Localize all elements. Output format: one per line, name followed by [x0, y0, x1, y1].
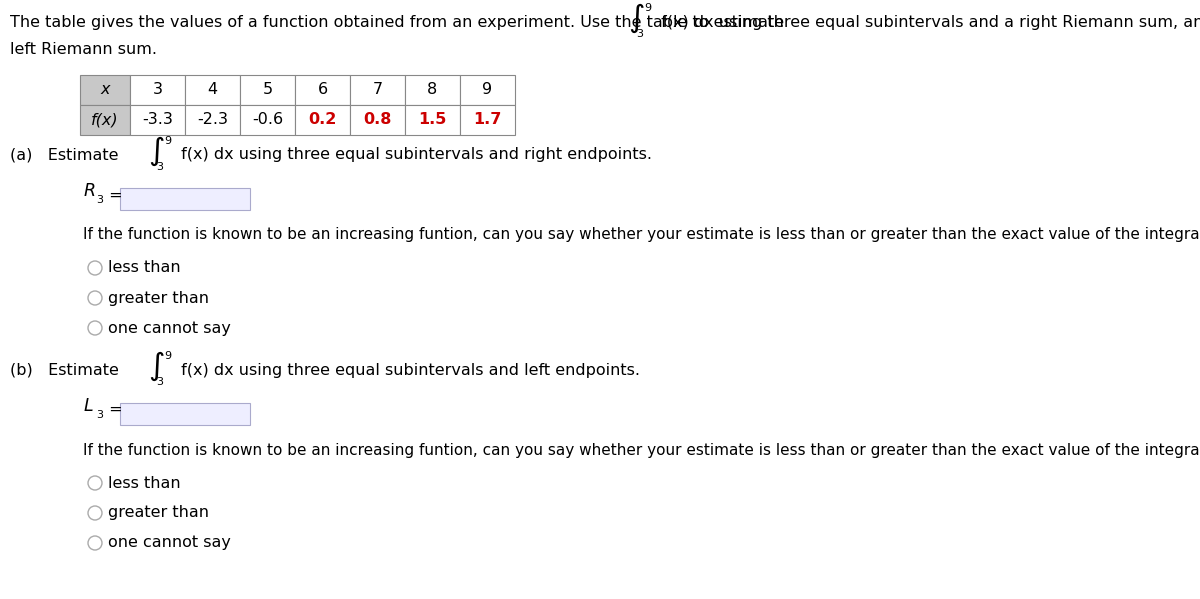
Text: 9: 9: [164, 136, 172, 146]
Text: 9: 9: [644, 3, 652, 13]
Text: If the function is known to be an increasing funtion, can you say whether your e: If the function is known to be an increa…: [83, 443, 1200, 458]
Text: 0.8: 0.8: [364, 113, 391, 128]
Bar: [130, 75, 185, 105]
Text: f(x) dx using three equal subintervals and left endpoints.: f(x) dx using three equal subintervals a…: [176, 362, 640, 377]
Text: 0.2: 0.2: [308, 113, 337, 128]
Text: $L$: $L$: [83, 397, 94, 415]
Bar: [185, 105, 240, 135]
Bar: [460, 75, 515, 105]
Text: greater than: greater than: [108, 291, 209, 305]
Text: If the function is known to be an increasing funtion, can you say whether your e: If the function is known to be an increa…: [83, 228, 1200, 243]
Text: less than: less than: [108, 261, 181, 276]
Text: greater than: greater than: [108, 506, 209, 521]
Text: -0.6: -0.6: [252, 113, 283, 128]
Text: 3: 3: [156, 162, 163, 172]
Text: 3: 3: [156, 377, 163, 387]
Text: $\int$: $\int$: [148, 134, 164, 168]
Text: left Riemann sum.: left Riemann sum.: [10, 43, 157, 58]
Text: f(x) dx using three equal subintervals and right endpoints.: f(x) dx using three equal subintervals a…: [176, 147, 652, 162]
Text: =: =: [104, 403, 122, 418]
Text: 8: 8: [427, 83, 438, 98]
Text: 3: 3: [152, 83, 162, 98]
Bar: [80, 105, 130, 135]
Text: 1.5: 1.5: [419, 113, 446, 128]
Text: $\int$: $\int$: [148, 349, 164, 383]
Text: -3.3: -3.3: [142, 113, 173, 128]
Text: -2.3: -2.3: [197, 113, 228, 128]
Text: 3: 3: [636, 29, 643, 39]
Text: 3: 3: [96, 410, 103, 420]
Bar: [240, 75, 295, 105]
Bar: [406, 105, 460, 135]
Bar: [350, 105, 406, 135]
Text: one cannot say: one cannot say: [108, 320, 230, 335]
Bar: [185, 75, 240, 105]
Bar: [120, 188, 250, 210]
Bar: [406, 75, 460, 105]
Text: (a)   Estimate: (a) Estimate: [10, 147, 119, 162]
Text: 5: 5: [263, 83, 272, 98]
Text: 7: 7: [372, 83, 383, 98]
Bar: [130, 105, 185, 135]
Text: $\int$: $\int$: [628, 1, 644, 35]
Text: 6: 6: [318, 83, 328, 98]
Text: 1.7: 1.7: [473, 113, 502, 128]
Text: (b)   Estimate: (b) Estimate: [10, 362, 119, 377]
Text: less than: less than: [108, 476, 181, 491]
Bar: [295, 75, 350, 105]
Bar: [460, 105, 515, 135]
Bar: [295, 105, 350, 135]
Bar: [350, 75, 406, 105]
Bar: [120, 403, 250, 425]
Bar: [240, 105, 295, 135]
Text: 4: 4: [208, 83, 217, 98]
Text: f(x) dx using three equal subintervals and a right Riemann sum, and then a: f(x) dx using three equal subintervals a…: [656, 14, 1200, 29]
Text: $R$: $R$: [83, 182, 96, 200]
Text: x: x: [101, 83, 109, 98]
Bar: [80, 75, 130, 105]
Text: =: =: [104, 187, 122, 202]
Text: 9: 9: [164, 351, 172, 361]
Text: The table gives the values of a function obtained from an experiment. Use the ta: The table gives the values of a function…: [10, 14, 784, 29]
Text: 9: 9: [482, 83, 492, 98]
Text: f(x): f(x): [91, 113, 119, 128]
Text: one cannot say: one cannot say: [108, 536, 230, 550]
Text: 3: 3: [96, 195, 103, 205]
